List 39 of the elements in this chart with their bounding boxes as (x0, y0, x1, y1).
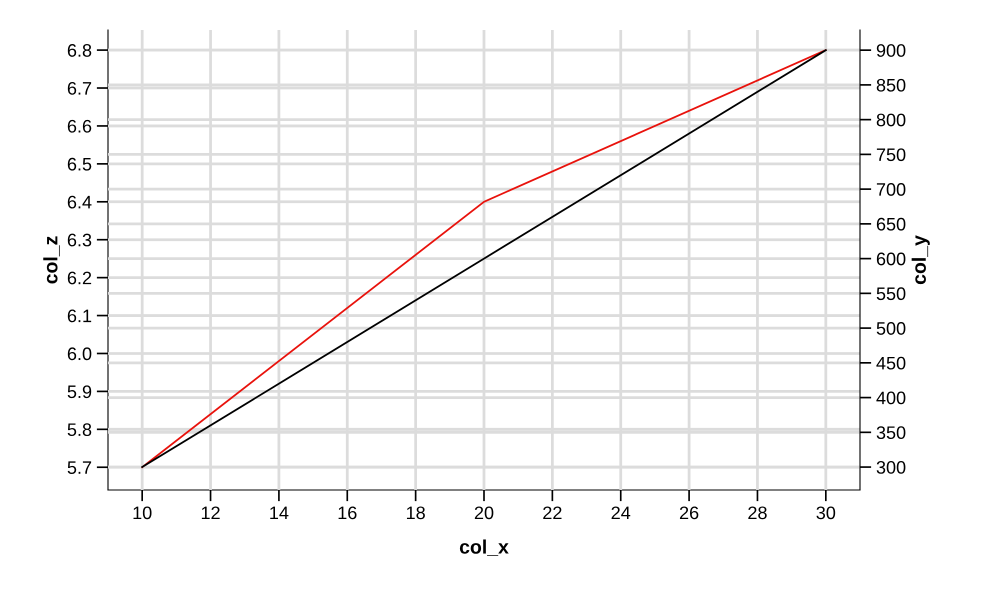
y2-tick-label: 300 (876, 461, 906, 474)
y-tick-label: 6.3 (68, 234, 92, 246)
x-tick-label: 14 (270, 506, 288, 520)
y2-tick-label: 600 (876, 252, 906, 266)
y2-tick-label: 750 (876, 148, 906, 162)
x-tick-label: 30 (816, 506, 836, 520)
y2-tick-label: 650 (876, 218, 906, 231)
x-tick-label: 28 (748, 506, 767, 520)
y-tick-label: 6.0 (68, 347, 92, 360)
y2-tick-label: 400 (876, 392, 906, 404)
x-tick-label: 12 (202, 506, 220, 520)
y2-tick-label: 800 (876, 114, 906, 126)
x-tick-label: 10 (134, 506, 152, 520)
y-tick-label: 6.6 (68, 120, 92, 133)
y2-tick-label: 500 (876, 322, 906, 335)
x-tick-label: 22 (543, 506, 562, 520)
y-tick-label: 5.9 (68, 385, 92, 398)
y2-tick-label: 450 (876, 356, 906, 370)
y-tick-label: 6.1 (68, 309, 92, 322)
x-tick-label: 24 (612, 506, 630, 520)
y-tick-label: 6.4 (68, 196, 92, 209)
y2-tick-label: 550 (876, 287, 906, 300)
y2-tick-label: 900 (876, 44, 906, 57)
y2-axis-title: col_y (912, 235, 930, 284)
y-axis-title: col_z (43, 236, 60, 284)
x-axis-title: col_x (460, 539, 509, 556)
y2-tick-label: 700 (876, 183, 906, 196)
y-tick-label: 6.5 (68, 158, 92, 171)
y-tick-label: 5.7 (68, 461, 92, 474)
y-tick-label: 6.7 (68, 82, 92, 95)
x-tick-label: 16 (338, 506, 357, 520)
y-tick-label: 5.8 (68, 423, 92, 436)
x-tick-label: 18 (406, 506, 425, 520)
y-tick-label: 6.8 (68, 44, 92, 57)
x-tick-label: 20 (474, 506, 494, 520)
y-tick-label: 6.2 (68, 272, 92, 284)
x-tick-label: 26 (680, 506, 698, 520)
y2-tick-label: 850 (876, 78, 906, 92)
y2-tick-label: 350 (876, 426, 906, 440)
